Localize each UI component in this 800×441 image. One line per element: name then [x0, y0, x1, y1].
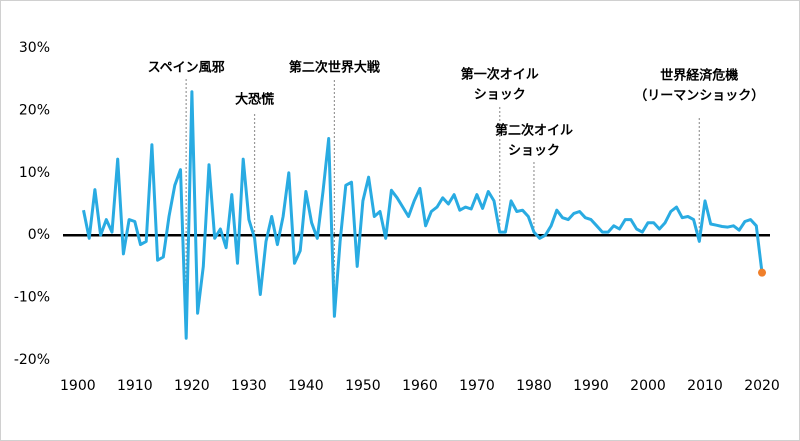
annotation-label: ショック: [474, 88, 526, 103]
series-line: [82, 90, 764, 340]
y-tick-label: -20%: [14, 352, 50, 368]
y-tick-label: 30%: [19, 40, 50, 56]
annotation-label: 第二次世界大戦: [289, 60, 381, 76]
x-tick-label: 2010: [687, 378, 723, 394]
annotation-label: 第一次オイル: [461, 67, 539, 83]
y-tick-label: 20%: [19, 102, 50, 118]
x-tick-label: 1950: [345, 378, 381, 394]
x-tick-label: 1920: [174, 378, 210, 394]
x-tick-label: 1910: [117, 378, 153, 394]
annotation-label: （リーマンショック）: [634, 88, 764, 104]
x-tick-label: 1970: [459, 378, 495, 394]
y-tick-label: -10%: [14, 290, 50, 306]
x-tick-label: 1940: [288, 378, 324, 394]
annotation-label: 大恐慌: [235, 92, 274, 108]
annotation-label: 第二次オイル: [495, 123, 573, 139]
annotation-label: ショック: [508, 144, 560, 159]
x-tick-label: 2000: [630, 378, 666, 394]
x-tick-label: 1930: [231, 378, 267, 394]
y-tick-label: 10%: [19, 165, 50, 181]
x-tick-label: 1980: [516, 378, 552, 394]
annotation-label: 世界経済危機: [660, 68, 738, 84]
y-tick-label: 0%: [28, 227, 50, 243]
x-tick-label: 2020: [744, 378, 780, 394]
end-point: [758, 268, 767, 277]
annotation-label: スペイン風邪: [148, 61, 225, 76]
x-tick-label: 1990: [573, 378, 609, 394]
x-tick-label: 1900: [60, 378, 96, 394]
x-tick-label: 1960: [402, 378, 438, 394]
